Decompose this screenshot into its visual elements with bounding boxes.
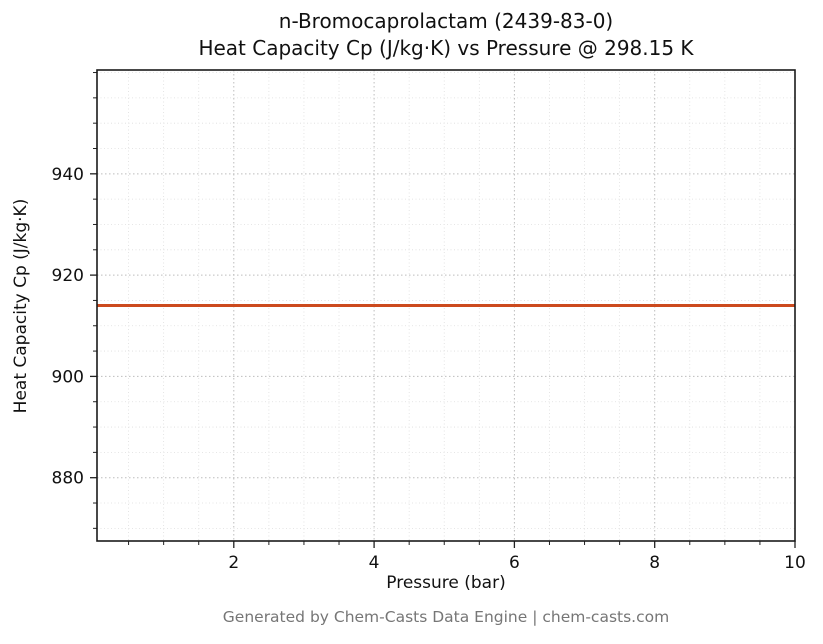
x-tick-label: 2 (228, 553, 239, 573)
y-tick-label: 880 (52, 469, 84, 489)
plot-border (96, 69, 796, 542)
y-axis-label: Heat Capacity Cp (J/kg·K) (11, 199, 31, 414)
x-tick-label: 6 (509, 553, 520, 573)
y-tick-label: 940 (52, 165, 84, 185)
y-tick-label: 920 (52, 266, 84, 286)
chart-title: n-Bromocaprolactam (2439-83-0) (279, 9, 613, 33)
x-tick-label: 10 (784, 553, 806, 573)
chart-subtitle: Heat Capacity Cp (J/kg·K) vs Pressure @ … (198, 36, 694, 60)
x-tick-label: 8 (649, 553, 660, 573)
footer-credit: Generated by Chem-Casts Data Engine | ch… (223, 608, 669, 626)
x-axis-label: Pressure (bar) (386, 573, 505, 593)
tick-layer: 2 4 6 8 10 880 900 920 940 (52, 72, 806, 573)
x-tick-label: 4 (369, 553, 380, 573)
y-tick-label: 900 (52, 367, 84, 387)
grid-layer (97, 70, 796, 541)
